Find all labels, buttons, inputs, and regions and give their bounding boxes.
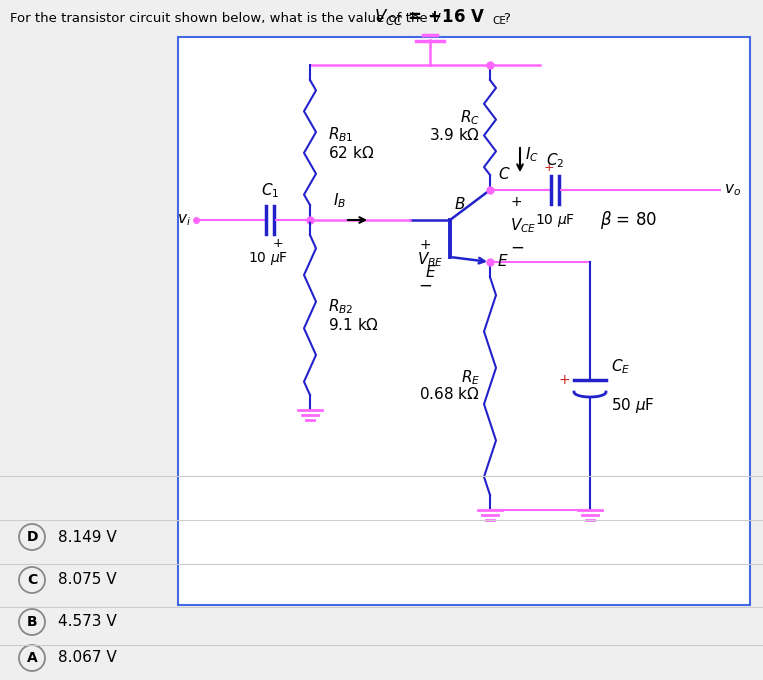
Text: E: E <box>498 254 507 269</box>
Text: +: + <box>510 195 522 209</box>
Text: $C_2$: $C_2$ <box>546 151 564 170</box>
Text: +: + <box>419 238 431 252</box>
Text: $v_o$: $v_o$ <box>724 182 741 198</box>
Text: $I_B$: $I_B$ <box>333 191 346 210</box>
Text: 4.573 V: 4.573 V <box>58 615 117 630</box>
Text: 10 $\mu$F: 10 $\mu$F <box>248 250 288 267</box>
Text: $R_{B2}$: $R_{B2}$ <box>328 298 353 316</box>
Text: For the transistor circuit shown below, what is the value of the V: For the transistor circuit shown below, … <box>10 12 441 25</box>
Text: 50 $\mu$F: 50 $\mu$F <box>611 396 655 415</box>
Text: −: − <box>418 277 432 295</box>
Text: $C_E$: $C_E$ <box>611 357 630 376</box>
Text: ?: ? <box>503 12 510 25</box>
Text: 8.149 V: 8.149 V <box>58 530 117 545</box>
Text: 62 k$\Omega$: 62 k$\Omega$ <box>328 145 374 160</box>
Text: C: C <box>27 573 37 587</box>
Text: $R_{B1}$: $R_{B1}$ <box>328 125 353 144</box>
Text: B: B <box>27 615 37 629</box>
Text: 8.075 V: 8.075 V <box>58 573 117 588</box>
Text: 8.067 V: 8.067 V <box>58 651 117 666</box>
Text: +: + <box>559 373 570 387</box>
Text: 9.1 k$\Omega$: 9.1 k$\Omega$ <box>328 317 379 333</box>
Text: 0.68 k$\Omega$: 0.68 k$\Omega$ <box>419 386 480 402</box>
Text: $C_1$: $C_1$ <box>261 182 279 200</box>
Text: D: D <box>26 530 37 544</box>
Text: $V_{CC}$ = +16 V: $V_{CC}$ = +16 V <box>375 7 485 27</box>
Text: −: − <box>510 239 524 257</box>
Text: $V_{CE}$: $V_{CE}$ <box>510 217 536 235</box>
Bar <box>178 37 750 605</box>
Text: A: A <box>27 651 37 665</box>
Text: $v_i$: $v_i$ <box>177 212 191 228</box>
Text: +: + <box>273 237 284 250</box>
Text: 10 $\mu$F: 10 $\mu$F <box>535 212 575 229</box>
Text: $R_C$: $R_C$ <box>460 108 480 127</box>
Text: E: E <box>425 265 435 280</box>
Text: $\beta$ = 80: $\beta$ = 80 <box>600 209 657 231</box>
Text: 3.9 k$\Omega$: 3.9 k$\Omega$ <box>429 128 480 143</box>
Text: B: B <box>455 197 465 212</box>
Text: CE: CE <box>492 16 506 26</box>
Text: $R_E$: $R_E$ <box>461 369 480 388</box>
Text: C: C <box>498 167 509 182</box>
Text: $V_{BE}$: $V_{BE}$ <box>417 250 443 269</box>
Text: $I_C$: $I_C$ <box>525 146 539 165</box>
Text: +: + <box>544 161 554 174</box>
